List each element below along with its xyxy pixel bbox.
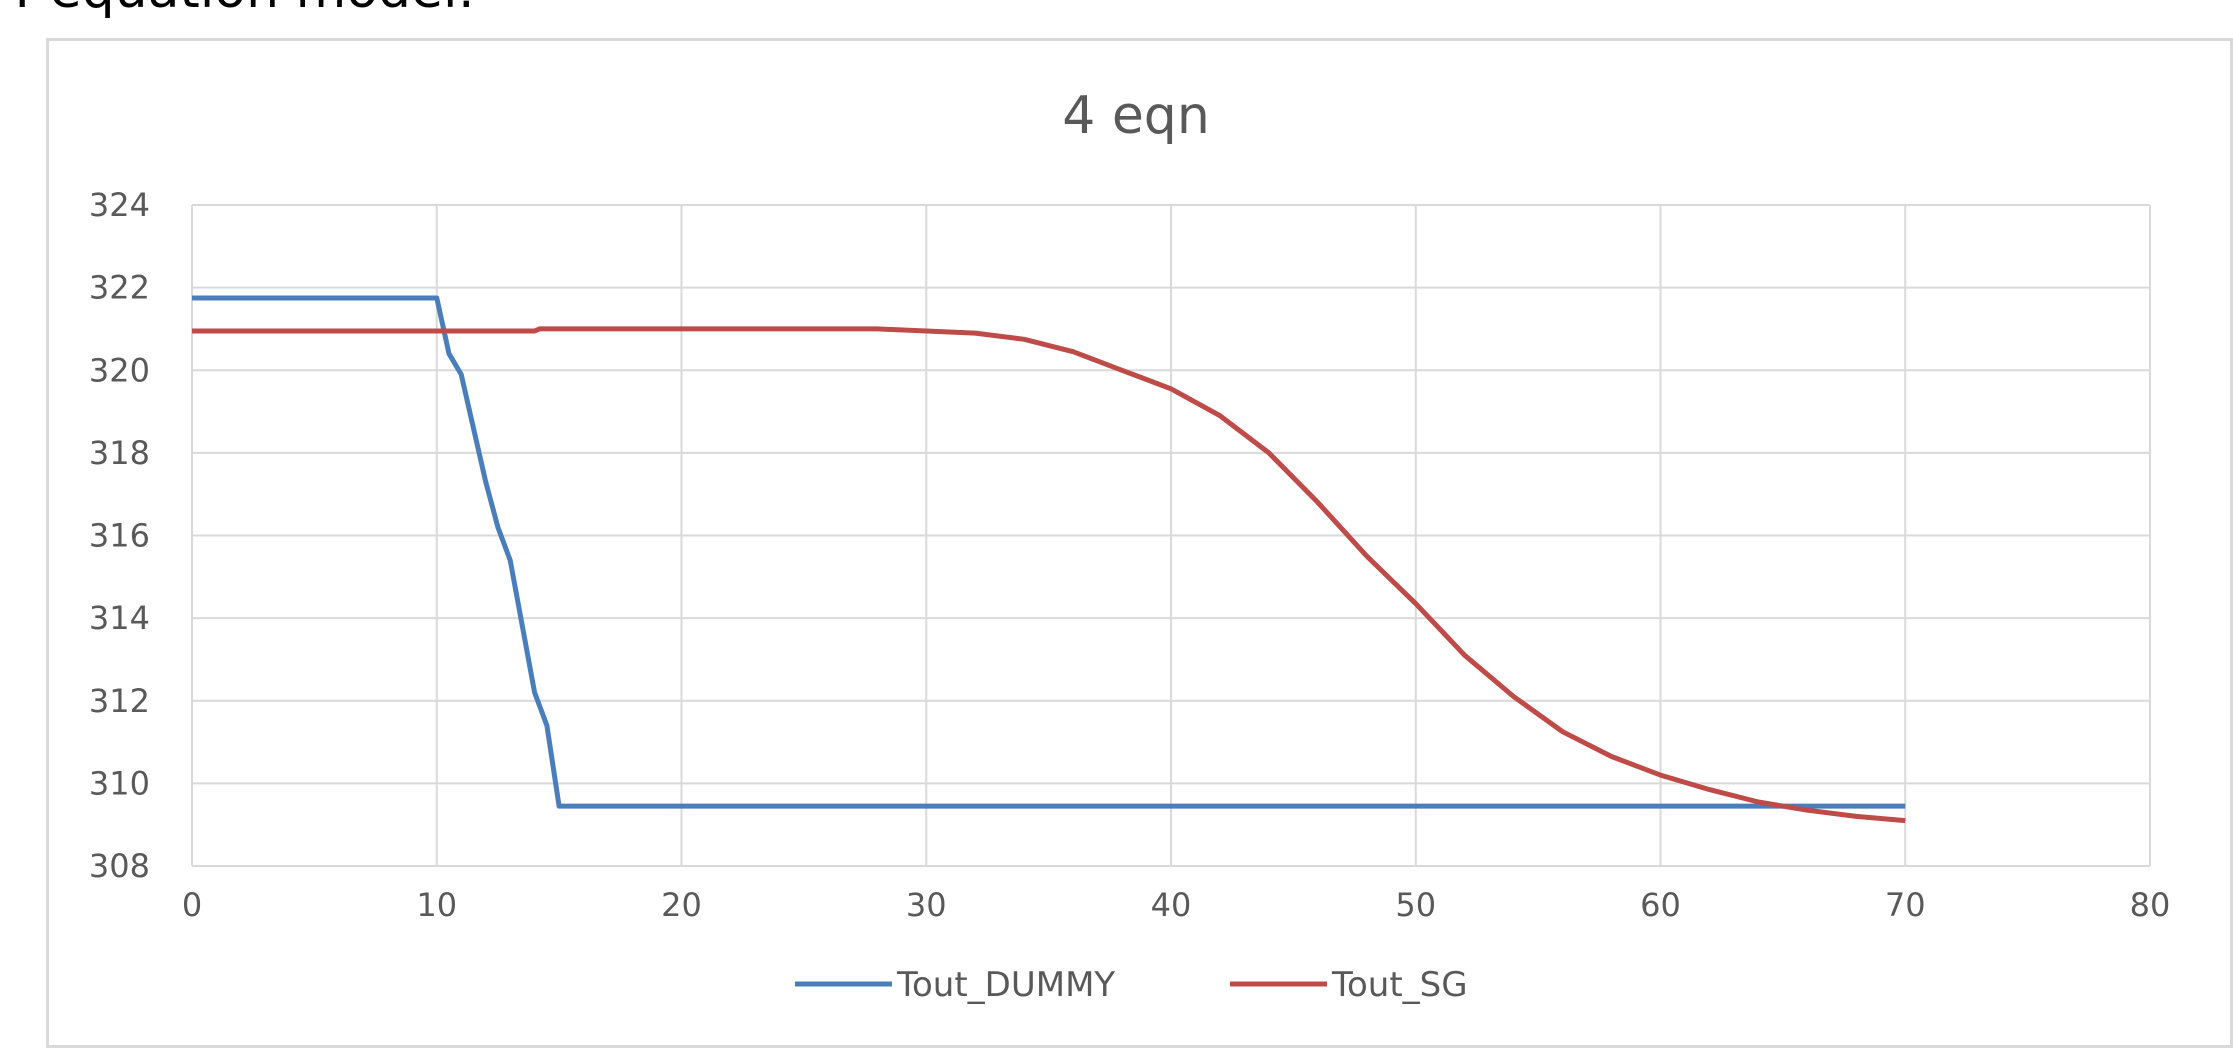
y-tick-label: 308 (89, 847, 150, 885)
series-line-tout-dummy (192, 295, 1906, 809)
x-tick-label: 80 (2130, 886, 2171, 924)
y-tick-label: 316 (89, 517, 150, 555)
series-lines (192, 295, 1906, 824)
x-tick-label: 0 (182, 886, 202, 924)
legend: Tout_DUMMY Tout_SG (795, 965, 1468, 1005)
y-tick-label: 324 (89, 186, 150, 224)
x-tick-label: 40 (1151, 886, 1192, 924)
x-tick-label: 70 (1885, 886, 1926, 924)
x-tick-label: 60 (1640, 886, 1681, 924)
y-tick-label: 310 (89, 764, 150, 802)
y-tick-label: 320 (89, 351, 150, 389)
series-line-tout-sg (192, 326, 1906, 824)
legend-label: Tout_SG (1331, 965, 1468, 1005)
grid (191, 204, 2151, 867)
y-tick-label: 312 (89, 682, 150, 720)
page-heading: 4 equation model: (0, 0, 475, 20)
x-tick-label: 20 (661, 886, 702, 924)
x-axis-ticks: 0 10 20 30 40 50 60 70 80 (182, 886, 2171, 924)
y-axis-ticks: 308 310 312 314 316 318 320 322 324 (89, 186, 150, 885)
chart-frame (46, 38, 2233, 1048)
x-tick-label: 10 (416, 886, 457, 924)
legend-label: Tout_DUMMY (896, 965, 1115, 1005)
y-tick-label: 322 (89, 269, 150, 307)
x-tick-label: 50 (1395, 886, 1436, 924)
y-tick-label: 314 (89, 599, 150, 637)
y-tick-label: 318 (89, 434, 150, 472)
chart-title: 4 eqn (1062, 86, 1210, 146)
x-tick-label: 30 (906, 886, 947, 924)
